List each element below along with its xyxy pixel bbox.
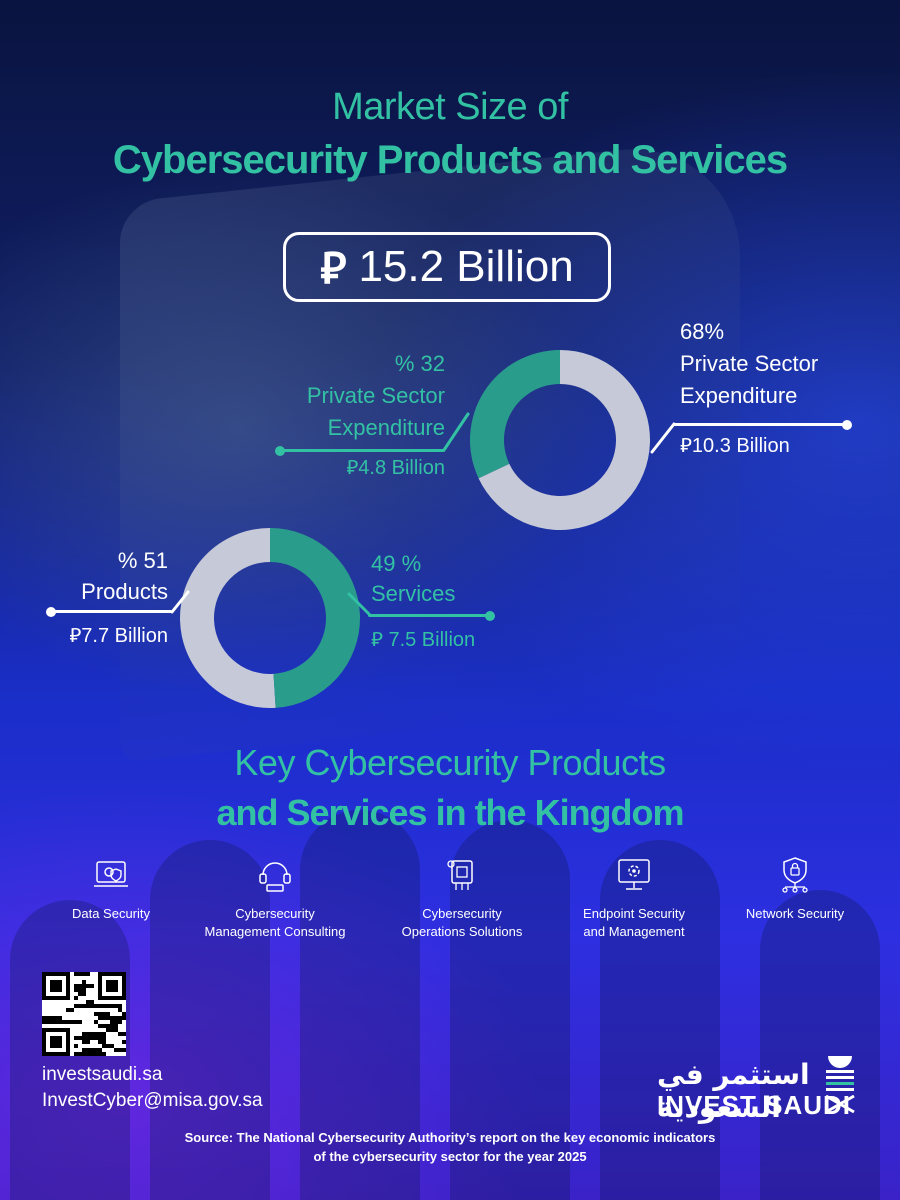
service-label-1: Data Security [71,906,151,921]
source-line-2: of the cybersecurity sector for the year… [313,1149,587,1164]
donut-chart-expenditure [470,350,650,530]
source-line-1: Source: The National Cybersecurity Autho… [184,1130,716,1145]
data-security-icon [94,861,128,887]
source-note: Source: The National Cybersecurity Autho… [0,1128,900,1166]
donut-chart-products-services [180,528,360,708]
donut1-right-amount: 10.3 Billion [691,435,790,457]
operations-chip-icon [447,860,473,890]
service-label-1: Cybersecurity [422,906,502,921]
donut1-left-leader-elbow [442,412,470,452]
donut1-right-leader-elbow [650,422,676,454]
donut2-left-leader-line [52,610,172,613]
service-label-2: Operations Solutions [401,924,523,939]
title-line-2: Cybersecurity Products and Services [112,138,788,182]
service-network-security: Network Security [705,855,885,923]
donut2-left-amount-row: ⃁7.7 Billion [40,622,168,648]
riyal-symbol: ⃁ [69,625,82,647]
donut2-right-amount: 7.5 Billion [382,629,476,651]
total-market-size-box: ⃁ 15.2 Billion [283,232,611,302]
donut2-right-name: Services [371,581,456,606]
service-label-1: Cybersecurity [235,906,315,921]
donut2-slice-services [270,528,360,708]
service-label-2: and Management [583,924,685,939]
donut2-right-leader-dot [485,611,495,621]
title-line-1: Market Size of [332,86,568,128]
service-label-1: Network Security [745,906,845,921]
donut2-right-amount-row: ⃁ 7.5 Billion [371,626,475,652]
crowd-silhouette [760,890,880,1200]
section-title-line-1: Key Cybersecurity Products [234,742,666,783]
service-data-security: Data Security [21,855,201,923]
donut1-right-name-1: Private Sector [680,351,819,376]
riyal-symbol: ⃁ [320,243,347,293]
service-operations-solutions: Cybersecurity Operations Solutions [372,855,552,941]
crowd-silhouette [600,840,720,1200]
donut1-right-leader-line [673,423,845,426]
crowd-silhouette [150,840,270,1200]
contact-block: investsaudi.sa InvestCyber@misa.gov.sa [42,1062,263,1114]
email-link[interactable]: InvestCyber@misa.gov.sa [42,1090,263,1111]
riyal-symbol: ⃁ [371,629,383,651]
logo-arabic: استثمر في السعودية [657,1058,810,1124]
crowd-silhouette [300,810,420,1200]
donut1-left-name-1: Private Sector [306,383,445,408]
donut1-right-leader-dot [842,420,852,430]
donut1-right-percent: 68% [680,319,725,344]
endpoint-monitor-icon [618,859,650,890]
service-management-consulting: Cybersecurity Management Consulting [185,855,365,941]
riyal-symbol: ⃁ [346,457,359,479]
donut2-right-percent: 49 % [371,551,422,576]
donut1-right-amount-row: ⃁10.3 Billion [680,432,790,458]
donut2-left-percent: % 51 [117,548,168,573]
donut1-left-percent: % 32 [394,351,445,376]
donut1-left-amount: 4.8 Billion [358,457,445,479]
donut2-left-leader-elbow [170,590,190,614]
donut1-slice-private-32 [470,350,560,479]
service-endpoint-security: Endpoint Security and Management [544,855,724,941]
donut1-right-name-2: Expenditure [680,383,798,408]
network-shield-icon [782,857,808,893]
section-title-line-2: and Services in the Kingdom [216,792,684,833]
qr-code[interactable] [42,972,126,1056]
donut2-left-leader-dot [46,607,56,617]
donut1-left-leader-line [280,449,445,452]
website-link[interactable]: investsaudi.sa [42,1064,163,1085]
donut2-left-amount: 7.7 Billion [81,625,168,647]
donut2-right-leader-elbow [347,592,371,616]
donut2-left-name: Products [81,579,168,604]
total-value: 15.2 Billion [358,242,574,291]
invest-saudi-logo-icon [825,1056,855,1114]
donut2-right-leader-line [368,614,488,617]
donut1-left-amount-row: ⃁4.8 Billion [240,454,445,480]
service-label-2: Management Consulting [204,924,346,939]
donut1-slice-private-68 [478,350,650,530]
donut1-left-name-2: Expenditure [327,415,445,440]
consulting-icon [259,862,291,892]
riyal-symbol: ⃁ [680,435,692,457]
donut2-slice-products [180,528,276,708]
service-label-1: Endpoint Security [583,906,685,921]
logo-english: INVEST SAUDI [657,1090,852,1120]
